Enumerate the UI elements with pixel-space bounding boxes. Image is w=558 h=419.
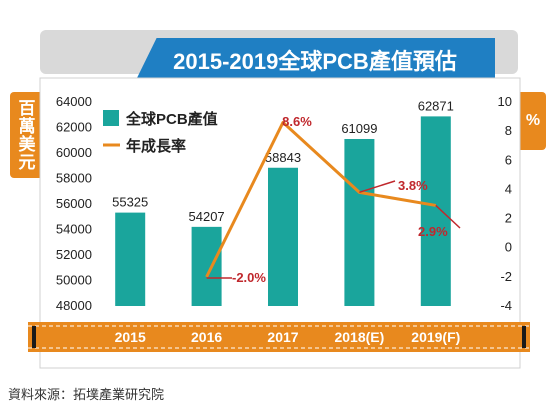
y-right-tick-label: 0 bbox=[505, 240, 512, 255]
bar bbox=[115, 212, 146, 306]
y-right-tick-label: 2 bbox=[505, 211, 512, 226]
y-left-tick-label: 58000 bbox=[56, 171, 92, 186]
y-left-tick-label: 52000 bbox=[56, 247, 92, 262]
line-data-label: -2.0% bbox=[232, 270, 266, 285]
bar-data-label: 62871 bbox=[418, 98, 454, 113]
x-tick-label: 2019(F) bbox=[411, 329, 460, 345]
y-right-tick-label: 6 bbox=[505, 152, 512, 167]
y-left-tick-label: 56000 bbox=[56, 196, 92, 211]
x-tick-label: 2015 bbox=[115, 329, 146, 345]
x-tick-label: 2018(E) bbox=[334, 329, 384, 345]
source-note: 資料來源：拓墣產業研究院 bbox=[8, 387, 165, 402]
y-right-tick-label: -2 bbox=[500, 269, 512, 284]
bar bbox=[344, 138, 375, 306]
bar bbox=[268, 167, 298, 306]
legend-label-bar: 全球PCB產值 bbox=[125, 110, 218, 128]
x-axis-band bbox=[28, 322, 530, 352]
y-left-tick-label: 60000 bbox=[56, 145, 92, 160]
bar-data-label: 55325 bbox=[112, 195, 148, 210]
bar bbox=[420, 116, 451, 307]
y-right-tick-label: 4 bbox=[505, 181, 512, 196]
y-right-tick-label: -4 bbox=[500, 298, 512, 313]
growth-line bbox=[205, 120, 437, 278]
legend-label-line: 年成長率 bbox=[126, 137, 186, 155]
band-end-right bbox=[522, 326, 526, 348]
bar-data-label: 54207 bbox=[189, 209, 225, 224]
x-tick-label: 2017 bbox=[267, 329, 298, 345]
y-left-tick-label: 50000 bbox=[56, 273, 92, 288]
x-tick-label: 2016 bbox=[191, 329, 222, 345]
line-data-label: 2.9% bbox=[418, 224, 448, 239]
y-left-tick-label: 48000 bbox=[56, 298, 92, 313]
line-data-label: 8.6% bbox=[282, 114, 312, 129]
y-left-tick-label: 54000 bbox=[56, 222, 92, 237]
right-axis-unit: % bbox=[520, 92, 546, 150]
y-right-tick-label: 10 bbox=[498, 94, 512, 109]
left-axis-unit: 百萬美元 bbox=[10, 92, 40, 178]
leader-line bbox=[435, 204, 461, 229]
y-right-tick-label: 8 bbox=[505, 123, 512, 138]
bar-data-label: 58843 bbox=[265, 150, 301, 165]
band-end-left bbox=[32, 326, 36, 348]
chart-title: 2015-2019全球PCB產值預估 bbox=[135, 38, 495, 82]
bar bbox=[191, 226, 222, 306]
y-left-tick-label: 62000 bbox=[56, 120, 92, 135]
legend-swatch-bar bbox=[103, 110, 119, 126]
bar-data-label: 61099 bbox=[341, 121, 377, 136]
y-left-tick-label: 64000 bbox=[56, 94, 92, 109]
line-data-label: 3.8% bbox=[398, 178, 428, 193]
leader-line bbox=[359, 180, 396, 194]
